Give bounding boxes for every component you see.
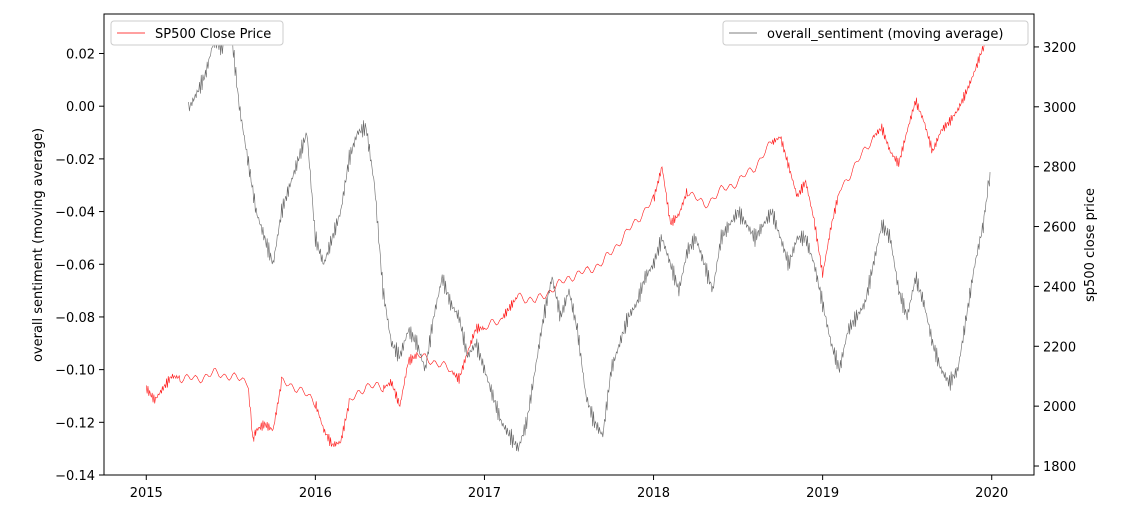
- right-y-axis: 3200 3000 2800 2600 2400 2200 2000 1800: [1034, 41, 1076, 475]
- left-tick-label: −0.02: [55, 153, 95, 168]
- x-tick-label: 2018: [637, 486, 670, 501]
- right-y-axis-label: sp500 close price: [1083, 188, 1098, 302]
- x-tick-label: 2019: [806, 486, 839, 501]
- right-tick-label: 3200: [1043, 41, 1076, 56]
- x-axis: 2015 2016 2017 2018 2019 2020: [130, 475, 1008, 501]
- legend-left-box: [110, 20, 284, 46]
- left-y-axis-label: overall sentiment (moving average): [31, 128, 46, 362]
- x-tick-label: 2017: [468, 486, 501, 501]
- plot-frame: [103, 13, 1035, 476]
- left-tick-label: −0.10: [55, 364, 95, 379]
- left-tick-label: −0.12: [55, 416, 95, 431]
- left-y-axis: 0.02 0.00 −0.02 −0.04 −0.06 −0.08 −0.10 −0.12 −0…: [55, 48, 104, 484]
- legend-right-box: [722, 20, 1029, 46]
- left-tick-label: −0.04: [55, 206, 95, 221]
- right-tick-label: 2800: [1043, 161, 1076, 176]
- x-tick-label: 2016: [299, 486, 332, 501]
- right-tick-label: 1800: [1043, 460, 1076, 475]
- left-tick-label: −0.06: [55, 258, 95, 273]
- x-tick-label: 2020: [975, 486, 1008, 501]
- left-tick-label: −0.14: [55, 469, 95, 484]
- right-tick-label: 2600: [1043, 221, 1076, 236]
- right-tick-label: 2200: [1043, 340, 1076, 355]
- right-tick-label: 2000: [1043, 400, 1076, 415]
- legend-left-label: SP500 Close Price: [155, 27, 271, 42]
- left-tick-label: −0.08: [55, 311, 95, 326]
- legend-right-label: overall_sentiment (moving average): [767, 27, 1003, 42]
- legend-left: SP500 Close Price: [110, 20, 284, 46]
- overall-sentiment-line: [188, 24, 991, 452]
- legend-right: overall_sentiment (moving average): [722, 20, 1029, 46]
- right-tick-label: 3000: [1043, 101, 1076, 116]
- right-tick-label: 2400: [1043, 280, 1076, 295]
- series-layer: [145, 24, 991, 452]
- sp500-close-price-line: [145, 36, 991, 447]
- left-tick-label: 0.02: [66, 48, 95, 63]
- x-tick-label: 2015: [130, 486, 163, 501]
- left-tick-label: 0.00: [66, 100, 95, 115]
